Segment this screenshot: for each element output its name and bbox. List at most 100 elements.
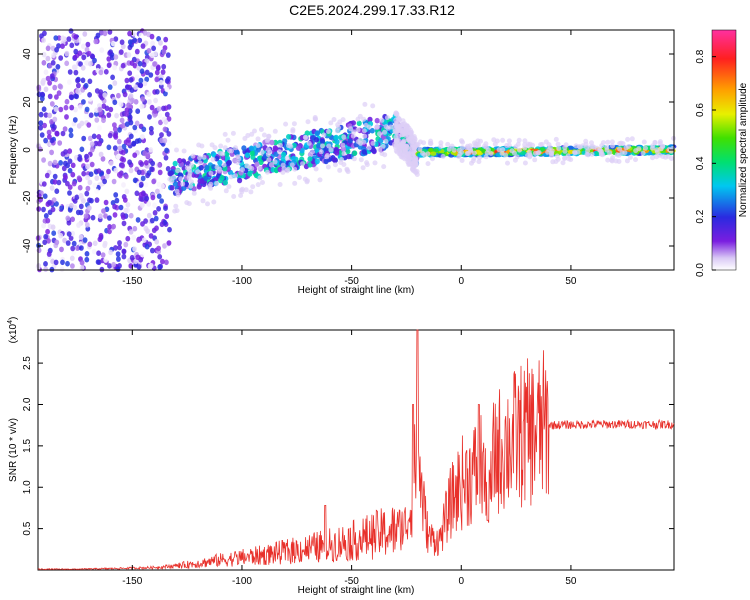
- y-tick-label: 0.5: [22, 521, 33, 535]
- heatmap-cell: [38, 120, 44, 126]
- heatmap-cell: [289, 162, 295, 168]
- heatmap-cell: [398, 148, 404, 154]
- heatmap-cell: [319, 138, 326, 145]
- heatmap-cell: [124, 107, 130, 113]
- x-tick-label: 50: [565, 576, 577, 587]
- heatmap-cell: [484, 150, 490, 156]
- heatmap-cell: [417, 146, 423, 152]
- heatmap-cell: [112, 203, 117, 210]
- y-tick-label: -20: [22, 190, 33, 205]
- heatmap-cell: [610, 143, 615, 149]
- heatmap-cell: [333, 134, 339, 141]
- heatmap-cell: [47, 80, 52, 86]
- heatmap-cell: [563, 142, 569, 148]
- heatmap-cell: [81, 135, 87, 142]
- heatmap-cell: [362, 133, 368, 139]
- heatmap-cell: [153, 97, 159, 104]
- heatmap-cell: [255, 182, 261, 188]
- heatmap-cell: [331, 117, 337, 122]
- heatmap-cell: [130, 97, 135, 104]
- heatmap-cell: [627, 154, 633, 160]
- heatmap-cell: [536, 150, 542, 155]
- heatmap-cell: [147, 114, 152, 120]
- heatmap-cell: [160, 183, 166, 189]
- heatmap-cell: [89, 141, 95, 147]
- heatmap-cell: [72, 117, 78, 123]
- heatmap-cell: [166, 116, 172, 122]
- heatmap-cell: [132, 37, 138, 44]
- heatmap-cell: [85, 174, 90, 181]
- snr-y-multiplier: (x104): [7, 317, 19, 344]
- heatmap-cell: [54, 47, 59, 53]
- heatmap-cell: [140, 134, 145, 140]
- heatmap-cell: [73, 106, 78, 113]
- heatmap-cell: [90, 214, 96, 221]
- heatmap-cell: [69, 255, 75, 262]
- heatmap-cell: [129, 254, 135, 261]
- heatmap-cell: [230, 130, 236, 136]
- x-tick-label: -150: [122, 576, 142, 587]
- heatmap-cell: [54, 94, 59, 100]
- snr-series: [37, 329, 675, 571]
- heatmap-cell: [111, 223, 116, 230]
- heatmap-cell: [37, 146, 43, 152]
- heatmap-cell: [404, 124, 410, 130]
- heatmap-cell: [255, 136, 261, 142]
- heatmap-cell: [59, 205, 65, 211]
- heatmap-cell: [60, 35, 66, 41]
- heatmap-cell: [113, 36, 119, 42]
- heatmap-cell: [166, 131, 172, 137]
- heatmap-cell: [220, 151, 226, 157]
- y-tick-label: 1.5: [22, 438, 33, 452]
- heatmap-cell: [175, 168, 181, 174]
- heatmap-cell: [483, 154, 489, 160]
- heatmap-cell: [178, 176, 184, 182]
- heatmap-cell: [106, 144, 112, 151]
- heatmap-cell: [70, 162, 76, 169]
- heatmap-cell: [51, 230, 57, 236]
- heatmap-cell: [68, 127, 74, 134]
- heatmap-cell: [302, 176, 308, 182]
- heatmap-cell: [367, 116, 373, 123]
- heatmap-cell: [445, 141, 451, 147]
- heatmap-cell: [312, 116, 318, 122]
- heatmap-cell: [146, 91, 152, 97]
- heatmap-cell: [74, 194, 80, 201]
- heatmap-cell: [41, 77, 46, 84]
- heatmap-cell: [102, 240, 108, 247]
- heatmap-cell: [227, 148, 233, 154]
- heatmap-cell: [141, 61, 147, 68]
- heatmap-cell: [174, 147, 179, 153]
- heatmap-cell: [54, 201, 59, 207]
- heatmap-cell: [100, 252, 106, 258]
- heatmap-cell: [328, 120, 334, 126]
- heatmap-cell: [516, 137, 522, 143]
- heatmap-cell: [361, 139, 367, 145]
- heatmap-cell: [41, 37, 46, 43]
- heatmap-cell: [249, 150, 255, 157]
- heatmap-cell: [107, 215, 112, 221]
- heatmap-cell: [72, 54, 78, 61]
- heatmap-cell: [117, 244, 122, 251]
- heatmap-region-0: [35, 28, 172, 273]
- heatmap-cell: [151, 178, 157, 185]
- heatmap-cell: [320, 143, 325, 149]
- heatmap-cell: [313, 166, 319, 172]
- heatmap-cell: [640, 150, 646, 156]
- heatmap-cell: [39, 33, 44, 39]
- heatmap-cell: [95, 32, 101, 39]
- heatmap-cell: [75, 245, 80, 251]
- heatmap-cell: [68, 235, 74, 241]
- heatmap-cell: [84, 256, 90, 263]
- heatmap-cell: [104, 105, 110, 112]
- heatmap-cell: [84, 153, 89, 160]
- heatmap-cell: [123, 241, 129, 248]
- heatmap-cell: [314, 130, 321, 136]
- heatmap-cell: [616, 159, 622, 164]
- heatmap-cell: [341, 151, 347, 157]
- heatmap-cell: [43, 213, 49, 219]
- heatmap-cell: [172, 160, 178, 167]
- heatmap-cell: [169, 185, 175, 191]
- heatmap-cell: [242, 136, 248, 141]
- heatmap-cell: [91, 248, 97, 255]
